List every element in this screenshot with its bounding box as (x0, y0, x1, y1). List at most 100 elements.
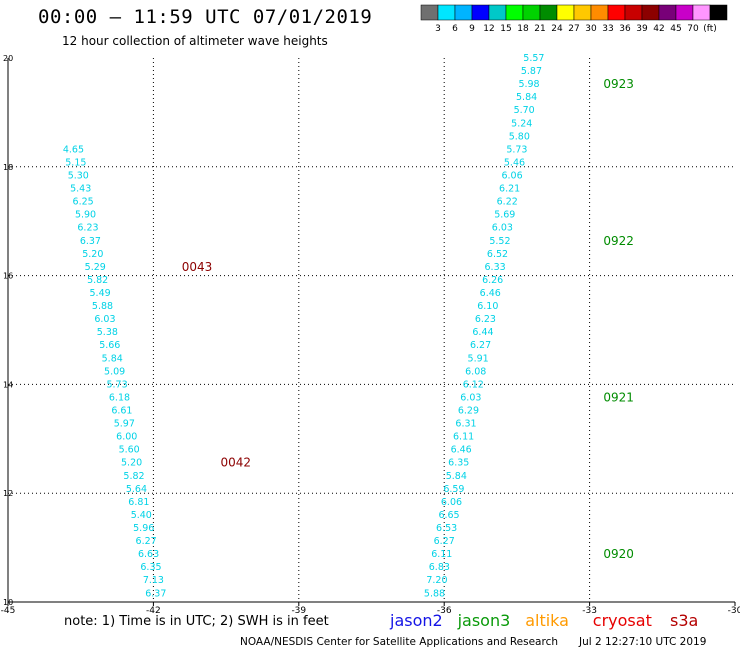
colorbar-swatch (454, 4, 473, 21)
colorbar-label: 21 (534, 24, 545, 34)
wave-height-point: 6.65 (438, 510, 459, 521)
colorbar-swatch (556, 4, 575, 21)
colorbar-swatch (624, 4, 643, 21)
wave-height-point: 6.46 (451, 445, 472, 456)
wave-height-point: 6.46 (480, 288, 501, 299)
wave-height-point: 7.20 (426, 575, 447, 586)
page-title: 00:00 – 11:59 UTC 07/01/2019 (38, 6, 373, 28)
x-tick-label: -30 (728, 606, 740, 616)
legend-jason2: jason2 (389, 611, 443, 630)
legend-jason3: jason3 (457, 611, 511, 630)
colorbar-swatch (539, 4, 558, 21)
colorbar-swatch (420, 4, 439, 21)
pass-time-label: 0923 (603, 77, 634, 91)
wave-height-point: 6.00 (116, 432, 137, 443)
colorbar-label: 15 (500, 24, 511, 34)
pass-time-label: 0922 (603, 234, 634, 248)
wave-height-point: 5.30 (68, 171, 89, 182)
colorbar-swatch (692, 4, 711, 21)
wave-height-point: 5.82 (87, 275, 108, 286)
x-tick-label: -42 (146, 606, 161, 616)
colorbar-label: 39 (636, 24, 648, 34)
wave-height-point: 6.03 (94, 314, 115, 325)
wave-height-point: 5.52 (489, 236, 510, 247)
wave-height-point: 6.37 (145, 588, 166, 599)
wave-height-point: 5.49 (90, 288, 111, 299)
chart-points: 4.65 5.15 5.30 5.43 6.25 5.90 6.23 6.37 5.20 5.29… (63, 53, 545, 599)
wave-height-point: 6.29 (458, 406, 479, 417)
wave-height-point: 5.90 (75, 210, 96, 221)
colorbar-label: (ft) (703, 24, 717, 34)
wave-height-point: 6.23 (77, 223, 98, 234)
wave-height-point: 6.52 (487, 249, 508, 260)
wave-height-point: 5.73 (506, 144, 527, 155)
footer-note: note: 1) Time is in UTC; 2) SWH is in fe… (64, 614, 329, 629)
wave-height-point: 5.96 (133, 523, 154, 534)
wave-height-point: 5.09 (104, 366, 125, 377)
pass-time-label: 0043 (182, 260, 213, 274)
wave-height-point: 7.13 (143, 575, 164, 586)
colorbar-label: 24 (551, 24, 563, 34)
x-tick-label: -45 (1, 606, 16, 616)
wave-height-point: 6.35 (140, 562, 161, 573)
wave-height-point: 5.97 (114, 419, 135, 430)
colorbar: 3 6 9 12 15 18 21 24 27 30 33 36 39 42 45 70 (ft) (420, 4, 728, 34)
colorbar-swatch (471, 4, 490, 21)
colorbar-label: 70 (687, 24, 699, 34)
wave-height-point: 6.21 (499, 184, 520, 195)
wave-height-point: 6.03 (460, 392, 481, 403)
wave-height-point: 6.03 (492, 223, 513, 234)
colorbar-swatch (607, 4, 626, 21)
wave-height-point: 6.83 (429, 562, 450, 573)
wave-height-point: 5.66 (99, 340, 120, 351)
wave-height-point: 6.23 (475, 314, 496, 325)
wave-height-point: 5.64 (126, 484, 147, 495)
colorbar-label: 6 (452, 24, 458, 34)
colorbar-label: 33 (602, 24, 613, 34)
y-tick-label: 14 (3, 380, 13, 389)
chart-grid (8, 58, 735, 602)
wave-height-point: 5.82 (123, 471, 144, 482)
wave-height-point: 5.70 (514, 105, 535, 116)
colorbar-swatch (675, 4, 694, 21)
colorbar-swatch (590, 4, 609, 21)
wave-height-point: 5.15 (65, 157, 86, 168)
wave-height-point: 4.65 (63, 144, 84, 155)
footer-timestamp: Jul 2 12:27:10 UTC 2019 (578, 636, 706, 648)
pass-time-label: 0921 (603, 390, 634, 404)
wave-height-point: 6.35 (448, 458, 469, 469)
footer-credit: NOAA/NESDIS Center for Satellite Applica… (240, 636, 558, 648)
wave-height-point: 6.25 (73, 197, 94, 208)
colorbar-swatch (488, 4, 507, 21)
wave-height-point: 5.43 (70, 184, 91, 195)
wave-height-point: 6.61 (111, 406, 132, 417)
wave-height-point: 5.84 (516, 92, 537, 103)
time-labels: 0043 0042 0923 0922 0921 0920 (182, 77, 634, 561)
wave-height-point: 6.06 (501, 171, 522, 182)
colorbar-swatch (437, 4, 456, 21)
y-tick-label: 10 (3, 598, 13, 607)
wave-height-point: 6.27 (434, 536, 455, 547)
wave-height-point: 5.60 (119, 445, 140, 456)
x-tick-label: -33 (582, 606, 597, 616)
wave-height-point: 6.81 (128, 497, 149, 508)
wave-height-point: 6.63 (138, 549, 159, 560)
colorbar-label: 30 (585, 24, 597, 34)
wave-height-point: 5.84 (102, 353, 123, 364)
y-tick-label: 20 (3, 54, 13, 63)
wave-height-point: 5.69 (494, 210, 515, 221)
wave-height-point: 5.73 (106, 379, 127, 390)
pass-time-label: 0920 (603, 547, 634, 561)
wave-height-point: 5.91 (468, 353, 489, 364)
legend-altika: altika (525, 611, 569, 630)
colorbar-label: 42 (653, 24, 664, 34)
wave-height-point: 6.11 (431, 549, 452, 560)
wave-height-point: 6.12 (463, 379, 484, 390)
legend-s3a: s3a (670, 611, 698, 630)
footer: note: 1) Time is in UTC; 2) SWH is in fe… (64, 611, 706, 648)
chart-axes: -45 -42 -39 -36 -33 -30 10 12 14 16 18 20 (1, 54, 740, 616)
wave-height-point: 5.88 (92, 301, 113, 312)
legend-cryosat: cryosat (593, 611, 652, 630)
page-subtitle: 12 hour collection of altimeter wave hei… (62, 34, 328, 48)
wave-height-point: 6.31 (455, 419, 476, 430)
